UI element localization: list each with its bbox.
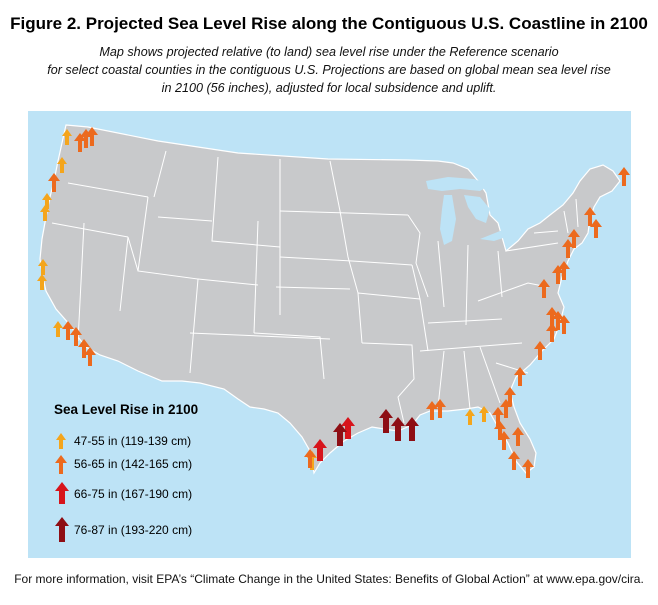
legend-label-47-55: 47-55 in (119-139 cm) xyxy=(74,434,192,448)
arrow-marker xyxy=(313,439,327,461)
arrow-marker xyxy=(558,261,570,280)
legend-title: Sea Level Rise in 2100 xyxy=(54,402,199,417)
arrow-marker xyxy=(391,417,405,441)
arrow-up-xlarge-icon xyxy=(55,517,69,542)
arrow-marker xyxy=(40,205,50,221)
arrows-66-75 xyxy=(313,417,355,461)
arrows-76-87 xyxy=(333,409,419,446)
arrow-marker xyxy=(558,315,570,334)
arrow-marker xyxy=(498,431,510,450)
figure-subtitle: Map shows projected relative (to land) s… xyxy=(40,43,618,97)
arrow-marker xyxy=(341,417,355,439)
arrow-marker xyxy=(500,399,512,418)
legend-item-76-87: 76-87 in (193-220 cm) xyxy=(54,516,254,546)
arrow-marker xyxy=(333,423,347,446)
arrow-marker xyxy=(465,409,475,425)
arrow-marker xyxy=(492,407,504,426)
subtitle-line-3: in 2100 (56 inches), adjusted for local … xyxy=(161,81,497,95)
arrow-marker xyxy=(78,339,90,358)
arrow-marker xyxy=(405,417,419,441)
arrow-marker xyxy=(546,307,558,326)
legend-label-56-65: 56-65 in (142-165 cm) xyxy=(74,457,193,471)
arrow-marker xyxy=(568,229,580,248)
arrow-up-small-icon xyxy=(56,433,66,449)
legend-label-76-87: 76-87 in (193-220 cm) xyxy=(74,523,193,537)
lake-superior xyxy=(426,177,490,191)
lake-michigan xyxy=(440,195,456,245)
arrow-marker xyxy=(552,265,564,284)
legend-label-66-75: 66-75 in (167-190 cm) xyxy=(74,487,193,501)
arrow-marker xyxy=(522,459,534,478)
us-map-svg xyxy=(37,124,630,478)
subtitle-line-1: Map shows projected relative (to land) s… xyxy=(99,45,559,59)
arrow-marker xyxy=(37,274,47,290)
arrow-marker xyxy=(546,323,558,342)
arrow-marker xyxy=(584,207,596,226)
arrow-marker xyxy=(618,167,630,186)
arrow-marker xyxy=(479,406,489,422)
arrow-marker xyxy=(48,173,60,192)
legend-item-47-55: 47-55 in (119-139 cm) xyxy=(54,430,254,460)
arrow-marker xyxy=(508,451,520,470)
arrow-marker xyxy=(304,449,316,468)
lake-erie xyxy=(480,227,516,241)
arrow-marker xyxy=(514,367,526,386)
map-legend: Sea Level Rise in 2100 47-55 in (119-139… xyxy=(54,402,254,552)
arrow-marker xyxy=(512,427,524,446)
arrow-marker xyxy=(86,127,98,146)
lake-ontario xyxy=(514,211,538,221)
arrow-marker xyxy=(494,421,506,440)
footer-note: For more information, visit EPA’s “Clima… xyxy=(14,572,644,586)
arrow-marker xyxy=(38,259,48,275)
arrow-marker xyxy=(62,321,74,340)
arrow-marker xyxy=(534,341,546,360)
arrow-up-large-icon xyxy=(55,482,69,504)
legend-item-56-65: 56-65 in (142-165 cm) xyxy=(54,453,254,483)
legend-item-66-75: 66-75 in (167-190 cm) xyxy=(54,480,254,510)
arrow-marker xyxy=(379,409,393,433)
figure-title: Figure 2. Projected Sea Level Rise along… xyxy=(10,14,648,33)
arrow-marker xyxy=(74,133,86,152)
arrow-marker xyxy=(590,219,602,238)
state-borders xyxy=(51,150,579,424)
lake-huron xyxy=(464,195,490,223)
arrow-marker xyxy=(42,193,52,209)
arrow-marker xyxy=(562,239,574,258)
subtitle-line-2: for select coastal counties in the conti… xyxy=(47,63,611,77)
arrow-marker xyxy=(57,157,67,173)
arrow-up-medium-icon xyxy=(55,455,67,474)
arrow-marker xyxy=(62,129,72,145)
arrow-marker xyxy=(538,279,550,298)
arrows-56-65 xyxy=(48,127,630,478)
sea-level-map xyxy=(28,111,631,558)
arrow-marker xyxy=(552,311,564,330)
arrow-marker xyxy=(53,321,63,337)
arrow-marker xyxy=(434,399,446,418)
arrow-marker xyxy=(504,387,516,406)
arrow-marker xyxy=(84,347,96,366)
arrow-marker xyxy=(70,327,82,346)
